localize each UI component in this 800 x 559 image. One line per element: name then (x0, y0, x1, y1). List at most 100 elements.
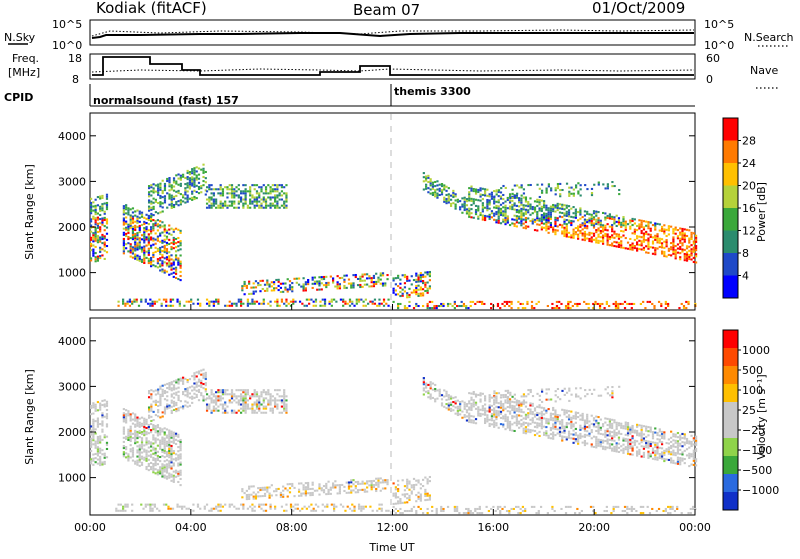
echo-cell (101, 449, 103, 451)
echo-cell (521, 195, 523, 197)
echo-cell (468, 197, 470, 199)
echo-cell (552, 419, 554, 421)
echo-cell (579, 414, 581, 416)
echo-cell (548, 222, 550, 224)
echo-cell (486, 199, 488, 201)
echo-cell (326, 504, 328, 506)
echo-cell (155, 460, 157, 462)
echo-cell (134, 420, 136, 422)
echo-cell (466, 403, 468, 405)
echo-cell (525, 209, 527, 211)
echo-cell (634, 245, 636, 247)
echo-cell (196, 191, 198, 193)
echo-cell (131, 303, 133, 305)
echo-cell (145, 251, 147, 253)
echo-cell (123, 234, 125, 236)
echo-cell (543, 200, 545, 202)
echo-cell (132, 455, 134, 457)
echo-cell (175, 443, 177, 445)
echo-cell (168, 440, 170, 442)
echo-cell (604, 235, 606, 237)
echo-cell (157, 186, 159, 188)
echo-cell (436, 184, 438, 186)
echo-cell (269, 401, 271, 403)
echo-cell (141, 431, 143, 433)
echo-cell (97, 225, 99, 227)
echo-cell (575, 440, 577, 442)
echo-cell (260, 203, 262, 205)
echo-cell (272, 410, 274, 412)
echo-cell (99, 222, 101, 224)
echo-cell (568, 435, 570, 437)
echo-cell (609, 427, 611, 429)
y-tick-label: 3000 (58, 175, 86, 188)
echo-cell (159, 388, 161, 390)
echo-cell (572, 237, 574, 239)
echo-cell (570, 234, 572, 236)
echo-cell (187, 176, 189, 178)
echo-cell (258, 406, 260, 408)
echo-cell (92, 464, 94, 466)
echo-cell (143, 420, 145, 422)
echo-cell (285, 412, 287, 414)
echo-cell (150, 431, 152, 433)
echo-cell (152, 434, 154, 436)
echo-cell (260, 207, 262, 209)
echo-cell (269, 404, 271, 406)
echo-cell (477, 209, 479, 211)
echo-cell (514, 416, 516, 418)
echo-cell (595, 237, 597, 239)
echo-cell (167, 506, 169, 508)
echo-cell (168, 259, 170, 261)
echo-cell (152, 225, 154, 227)
echo-cell (231, 303, 233, 305)
echo-cell (625, 422, 627, 424)
echo-cell (284, 289, 286, 291)
echo-cell (582, 224, 584, 226)
echo-cell (473, 422, 475, 424)
echo-cell (693, 232, 695, 234)
echo-cell (684, 259, 686, 261)
echo-cell (249, 395, 251, 397)
echo-cell (104, 213, 106, 215)
echo-cell (514, 195, 516, 197)
echo-cell (353, 510, 355, 512)
echo-cell (132, 453, 134, 455)
echo-cell (179, 462, 181, 464)
echo-cell (171, 410, 173, 412)
echo-cell (504, 401, 506, 403)
echo-cell (141, 445, 143, 447)
echo-cell (238, 207, 240, 209)
echo-cell (611, 185, 613, 187)
echo-cell (269, 395, 271, 397)
echo-cell (602, 239, 604, 241)
echo-cell (148, 392, 150, 394)
echo-cell (604, 434, 606, 436)
echo-cell (148, 208, 150, 210)
echo-cell (525, 219, 527, 221)
echo-cell (516, 217, 518, 219)
echo-cell (538, 406, 540, 408)
echo-cell (387, 299, 389, 301)
echo-cell (215, 207, 217, 209)
echo-cell (224, 305, 226, 307)
echo-cell (196, 179, 198, 181)
echo-cell (631, 307, 633, 309)
echo-cell (586, 225, 588, 227)
echo-cell (452, 409, 454, 411)
echo-cell (190, 299, 192, 301)
echo-cell (631, 431, 633, 433)
echo-cell (249, 203, 251, 205)
echo-cell (136, 421, 138, 423)
echo-cell (502, 417, 504, 419)
echo-cell (536, 412, 538, 414)
echo-cell (538, 218, 540, 220)
echo-cell (461, 411, 463, 413)
echo-cell (229, 506, 231, 508)
echo-cell (557, 219, 559, 221)
echo-cell (598, 182, 600, 184)
echo-cell (240, 397, 242, 399)
echo-cell (149, 510, 151, 512)
echo-cell (582, 228, 584, 230)
echo-cell (240, 504, 242, 506)
